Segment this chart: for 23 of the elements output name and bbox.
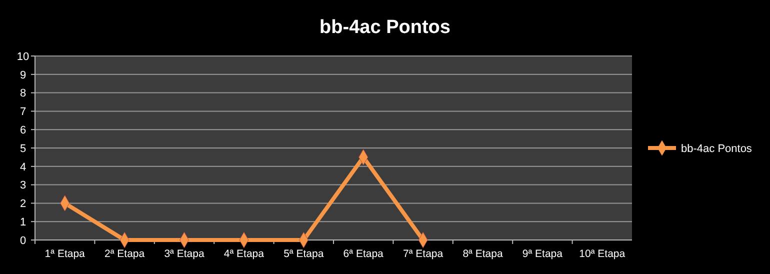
y-tick-label: 1 [20,216,26,228]
y-tick-label: 0 [20,234,26,247]
x-tick-label: 6ª Etapa [343,248,384,260]
x-tick-label: 8ª Etapa [462,248,503,260]
x-tick-label: 3ª Etapa [164,248,204,260]
y-tick-label: 8 [20,88,26,100]
x-tick-label: 10ª Etapa [579,248,626,260]
y-tick-label: 9 [20,69,26,82]
x-tick-label: 4ª Etapa [224,248,264,260]
y-tick-label: 5 [20,142,26,155]
x-tick-label: 9ª Etapa [522,248,563,260]
chart-title: bb-4ac Pontos [320,17,450,38]
y-tick-label: 7 [20,106,26,118]
y-tick-label: 3 [20,180,26,192]
x-tick-label: 5ª Etapa [284,248,324,260]
y-tick-label: 4 [20,161,26,174]
y-tick-label: 2 [20,198,26,210]
legend-label: bb-4ac Pontos [681,142,752,155]
x-tick-label: 2ª Etapa [104,248,145,260]
x-tick-label: 7ª Etapa [403,248,444,260]
y-tick-label: 6 [20,124,26,136]
y-tick-label: 10 [16,50,30,63]
x-tick-label: 1ª Etapa [44,248,86,260]
